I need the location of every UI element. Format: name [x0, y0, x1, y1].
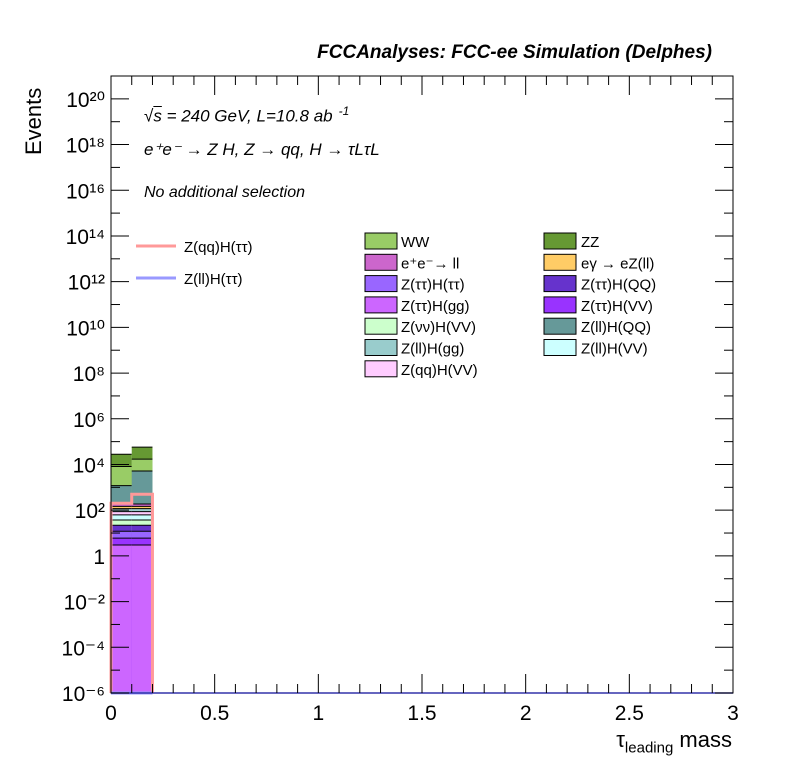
x-tick-label-6: 3	[727, 702, 739, 725]
legend-line-label-0: Z(qq)H(ττ)	[184, 239, 253, 256]
x-axis-label-sub: leading	[624, 739, 674, 757]
process-annotation: e⁺e⁻ → Z H, Z → qq, H → τLτL	[144, 140, 380, 159]
legend-label-1-1: eγ → eZ(ll)	[581, 255, 654, 272]
y-tick-label-11: 10¹⁶	[66, 180, 105, 203]
legend-swatch-0-2	[364, 275, 398, 293]
legend-swatch-1-2	[543, 275, 577, 293]
histogram-bars	[111, 446, 153, 693]
selection-annotation: No additional selection	[144, 184, 305, 201]
sqrt-symbol: √	[144, 106, 154, 126]
legend-swatch-0-6	[364, 360, 398, 378]
y-tick-label-13: 10²⁰	[66, 89, 105, 112]
bar-0-1	[131, 544, 153, 693]
legend-swatch-1-5	[543, 339, 577, 356]
x-tick-label-5: 2.5	[615, 702, 644, 725]
bar-0-0	[111, 544, 132, 693]
legend-swatch-0-4	[364, 317, 398, 335]
y-tick-label-10: 10¹⁴	[66, 226, 105, 249]
legend-label-1-0: ZZ	[581, 234, 599, 251]
legend-swatch-1-4	[543, 317, 577, 335]
x-tick-label-4: 2	[520, 702, 532, 725]
chart-title: FCCAnalyses: FCC-ee Simulation (Delphes)	[317, 42, 712, 63]
y-tick-label-1: 10⁻⁴	[62, 637, 105, 660]
legend-label-1-2: Z(ττ)H(QQ)	[581, 277, 656, 294]
y-tick-label-3: 1	[93, 546, 105, 569]
y-tick-label-5: 10⁴	[73, 454, 105, 477]
legend-swatch-0-0	[364, 232, 398, 250]
y-tick-label-9: 10¹²	[68, 272, 105, 295]
y-tick-label-12: 10¹⁸	[66, 135, 105, 158]
legend-label-0-4: Z(νν)H(VV)	[401, 319, 476, 336]
x-tick-label-1: 0.5	[200, 702, 229, 725]
x-axis-label-tail: mass	[673, 727, 732, 752]
x-tick-label-2: 1	[312, 702, 324, 725]
legend-label-0-3: Z(ττ)H(gg)	[401, 298, 470, 315]
legend-label-1-4: Z(ll)H(QQ)	[581, 319, 651, 336]
lumi-exponent: -1	[338, 104, 350, 118]
y-axis-label: Events	[21, 87, 46, 155]
axes: 0 0.5 1 1.5 2 2.5 3 10⁻⁶ 10⁻⁴ 10⁻² 1 10² 10⁴ 10⁶ 10⁸ 10…	[62, 75, 739, 725]
legend-label-0-2: Z(ττ)H(ττ)	[401, 277, 465, 294]
legend-label-1-5: Z(ll)H(VV)	[581, 341, 648, 358]
y-tick-label-8: 10¹⁰	[66, 317, 105, 340]
energy-lumi-annotation: √s = 240 GeV, L=10.8 ab -1	[144, 104, 349, 127]
x-axis-label-tau: τ	[616, 727, 625, 752]
legend-swatch-1-1	[543, 253, 577, 271]
legend-label-0-5: Z(ll)H(gg)	[401, 341, 464, 358]
legend-label-0-1: e⁺e⁻→ ll	[401, 255, 459, 272]
legend-swatch-1-0	[543, 232, 577, 250]
legend-swatch-1-3	[543, 296, 577, 314]
legend-label-0-6: Z(qq)H(VV)	[401, 362, 478, 379]
energy-lumi-text: = 240 GeV, L=10.8 ab	[161, 106, 333, 126]
x-tick-label-3: 1.5	[407, 702, 436, 725]
sqrt-s: s	[153, 106, 162, 126]
y-tick-label-2: 10⁻²	[64, 592, 105, 615]
x-axis-label: τleading mass	[616, 727, 732, 756]
legend-label-1-3: Z(ττ)H(VV)	[581, 298, 653, 315]
legend-line-label-1: Z(ll)H(ττ)	[184, 271, 243, 288]
y-tick-label-0: 10⁻⁶	[62, 683, 105, 706]
y-tick-label-7: 10⁸	[73, 363, 105, 386]
legend-swatch-0-3	[364, 296, 398, 314]
plot-frame	[110, 75, 734, 694]
y-tick-label-4: 10²	[75, 500, 105, 523]
legend-swatch-0-1	[364, 253, 398, 271]
x-tick-label-0: 0	[105, 702, 117, 725]
legend: Z(qq)H(ττ) Z(ll)H(ττ) WW e⁺e⁻→ ll Z(ττ)H(ττ)…	[136, 232, 656, 379]
y-tick-label-6: 10⁶	[73, 409, 105, 432]
legend-swatch-0-5	[364, 339, 398, 356]
legend-label-0-0: WW	[401, 234, 430, 251]
